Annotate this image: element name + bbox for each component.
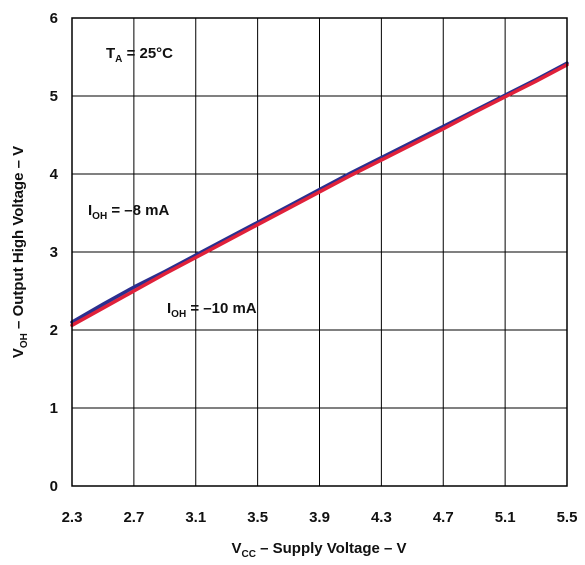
x-tick-label: 4.7	[433, 509, 454, 526]
y-tick-label: 4	[50, 166, 59, 183]
y-tick-label: 0	[50, 478, 58, 495]
temperature-annotation: TA = 25°C	[106, 45, 173, 65]
x-tick-label: 2.7	[123, 509, 144, 526]
series-layer	[70, 61, 569, 328]
series-2-label: IOH = –10 mA	[167, 300, 257, 320]
x-tick-label: 2.3	[62, 509, 83, 526]
plot-frame	[71, 17, 568, 487]
y-tick-label: 5	[50, 88, 58, 105]
series-1-label: IOH = –8 mA	[88, 202, 169, 222]
x-tick-label: 5.1	[495, 509, 516, 526]
x-tick-label: 4.3	[371, 509, 392, 526]
series-line-2	[70, 63, 569, 328]
x-tick-label: 3.5	[247, 509, 268, 526]
y-tick-label: 3	[50, 244, 58, 261]
y-tick-label: 6	[50, 10, 58, 27]
y-axis-title: VOH – Output High Voltage – V	[10, 146, 30, 358]
x-axis-title: VCC – Supply Voltage – V	[231, 540, 406, 560]
x-tick-label: 3.9	[309, 509, 330, 526]
y-tick-labels: 0 1 2 3 4 5 6	[50, 10, 59, 495]
y-tick-label: 2	[50, 322, 58, 339]
grid	[72, 18, 567, 486]
x-tick-label: 5.5	[557, 509, 578, 526]
x-tick-labels: 2.3 2.7 3.1 3.5 3.9 4.3 4.7 5.1 5.5	[62, 509, 578, 526]
y-tick-label: 1	[50, 400, 58, 417]
x-tick-label: 3.1	[185, 509, 206, 526]
